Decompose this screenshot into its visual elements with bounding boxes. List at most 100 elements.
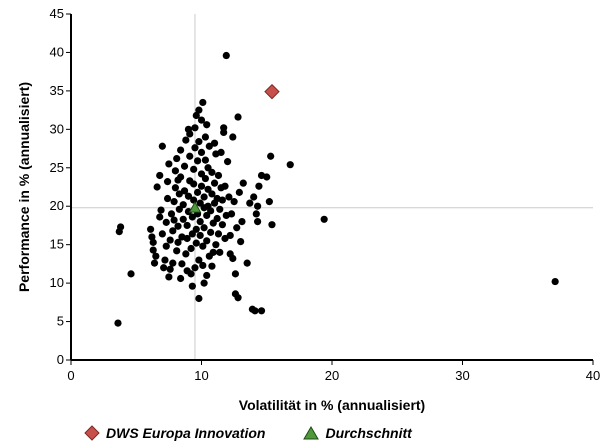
scatter-point xyxy=(226,250,234,258)
scatter-point xyxy=(161,256,169,264)
scatter-point xyxy=(186,152,194,160)
scatter-point xyxy=(208,190,216,198)
scatter-point xyxy=(183,267,191,275)
scatter-point xyxy=(177,274,185,283)
scatter-point xyxy=(114,319,122,327)
scatter-point xyxy=(169,259,177,267)
x-tick-label: 10 xyxy=(194,368,208,383)
scatter-point xyxy=(173,154,181,163)
scatter-point xyxy=(320,215,328,223)
scatter-point xyxy=(191,264,199,272)
legend-item-average: Durchschnitt xyxy=(303,425,412,441)
scatter-point xyxy=(184,192,193,200)
legend-label-fund: DWS Europa Innovation xyxy=(106,425,266,441)
scatter-point xyxy=(170,216,178,224)
y-axis-label: Performance in % (annualisiert) xyxy=(16,82,32,292)
scatter-point xyxy=(218,196,226,204)
scatter-point xyxy=(216,205,224,213)
scatter-point xyxy=(190,165,198,173)
y-tick-label: 10 xyxy=(50,275,64,290)
scatter-point xyxy=(268,221,276,229)
scatter-point xyxy=(158,142,166,150)
scatter-point xyxy=(170,198,178,206)
y-tick-label: 0 xyxy=(57,352,64,367)
scatter-point xyxy=(237,237,245,246)
y-tick-label: 30 xyxy=(50,121,64,136)
reference-lines xyxy=(71,14,593,360)
legend: DWS Europa Innovation Durchschnitt xyxy=(84,423,450,443)
scatter-point xyxy=(188,282,196,290)
triangle-icon xyxy=(303,426,320,440)
scatter-point xyxy=(197,148,206,156)
average-point-triangle xyxy=(188,201,202,213)
scatter-point xyxy=(195,138,203,146)
scatter-point xyxy=(203,121,211,129)
scatter-point xyxy=(222,51,230,60)
scatter-point xyxy=(180,187,189,195)
scatter-point xyxy=(163,178,172,186)
scatter-point xyxy=(207,228,215,236)
scatter-point xyxy=(183,221,191,230)
scatter-point xyxy=(191,144,199,152)
scatter-point xyxy=(214,171,223,180)
scatter-point xyxy=(174,238,182,246)
scatter-point xyxy=(209,248,217,256)
scatter-point xyxy=(192,239,200,247)
scatter-point xyxy=(267,152,275,160)
scatter-point xyxy=(196,231,204,240)
scatter-point xyxy=(199,98,207,107)
scatter-point xyxy=(162,218,170,226)
scatter-point xyxy=(127,270,135,278)
y-tick-label: 15 xyxy=(50,237,64,252)
scatter-point xyxy=(165,160,173,168)
x-tick-label: 20 xyxy=(325,368,339,383)
scatter-point xyxy=(150,259,159,267)
scatter-point xyxy=(175,190,183,198)
scatter-point xyxy=(263,173,271,181)
scatter-point xyxy=(156,213,164,221)
scatter-point xyxy=(192,225,200,233)
scatter-point xyxy=(251,307,259,315)
scatter-point xyxy=(193,157,202,165)
scatter-point xyxy=(203,271,211,280)
scatter-point xyxy=(226,231,234,240)
scatter-point xyxy=(208,262,216,270)
scatter-point xyxy=(171,167,179,175)
scatter-point xyxy=(184,125,193,133)
x-tick-label: 40 xyxy=(586,368,600,383)
scatter-point xyxy=(254,202,262,210)
scatter-point xyxy=(207,207,215,215)
scatter-point xyxy=(265,198,273,206)
scatter-point xyxy=(178,260,186,268)
scatter-point xyxy=(214,230,223,238)
scatter-point xyxy=(147,225,155,233)
scatter-point xyxy=(234,294,242,302)
scatter-point xyxy=(180,162,189,170)
fund-point-diamond xyxy=(264,83,280,100)
scatter-point xyxy=(213,214,221,223)
scatter-point xyxy=(191,124,199,132)
scatter-point xyxy=(195,106,203,114)
scatter-point xyxy=(234,113,242,121)
scatter-point xyxy=(208,168,216,176)
scatter-point xyxy=(238,218,246,226)
legend-label-average: Durchschnitt xyxy=(325,425,412,441)
scatter-point xyxy=(149,238,157,246)
scatter-point xyxy=(254,218,262,226)
scatter-point xyxy=(230,198,238,206)
scatter-point xyxy=(193,188,202,196)
scatter-point xyxy=(148,233,156,241)
y-tick-label: 35 xyxy=(50,83,64,98)
scatter-point xyxy=(216,248,224,256)
legend-item-fund: DWS Europa Innovation xyxy=(84,425,265,441)
scatter-point xyxy=(235,188,243,196)
scatter-point xyxy=(221,234,229,243)
y-tick-label: 5 xyxy=(57,314,64,329)
scatter-point xyxy=(551,277,559,286)
scatter-point xyxy=(177,146,185,154)
scatter-point xyxy=(286,161,294,169)
scatter-point xyxy=(165,273,173,281)
y-tick-label: 40 xyxy=(50,44,64,59)
diamond-icon xyxy=(84,425,100,441)
scatter-point xyxy=(187,244,195,253)
